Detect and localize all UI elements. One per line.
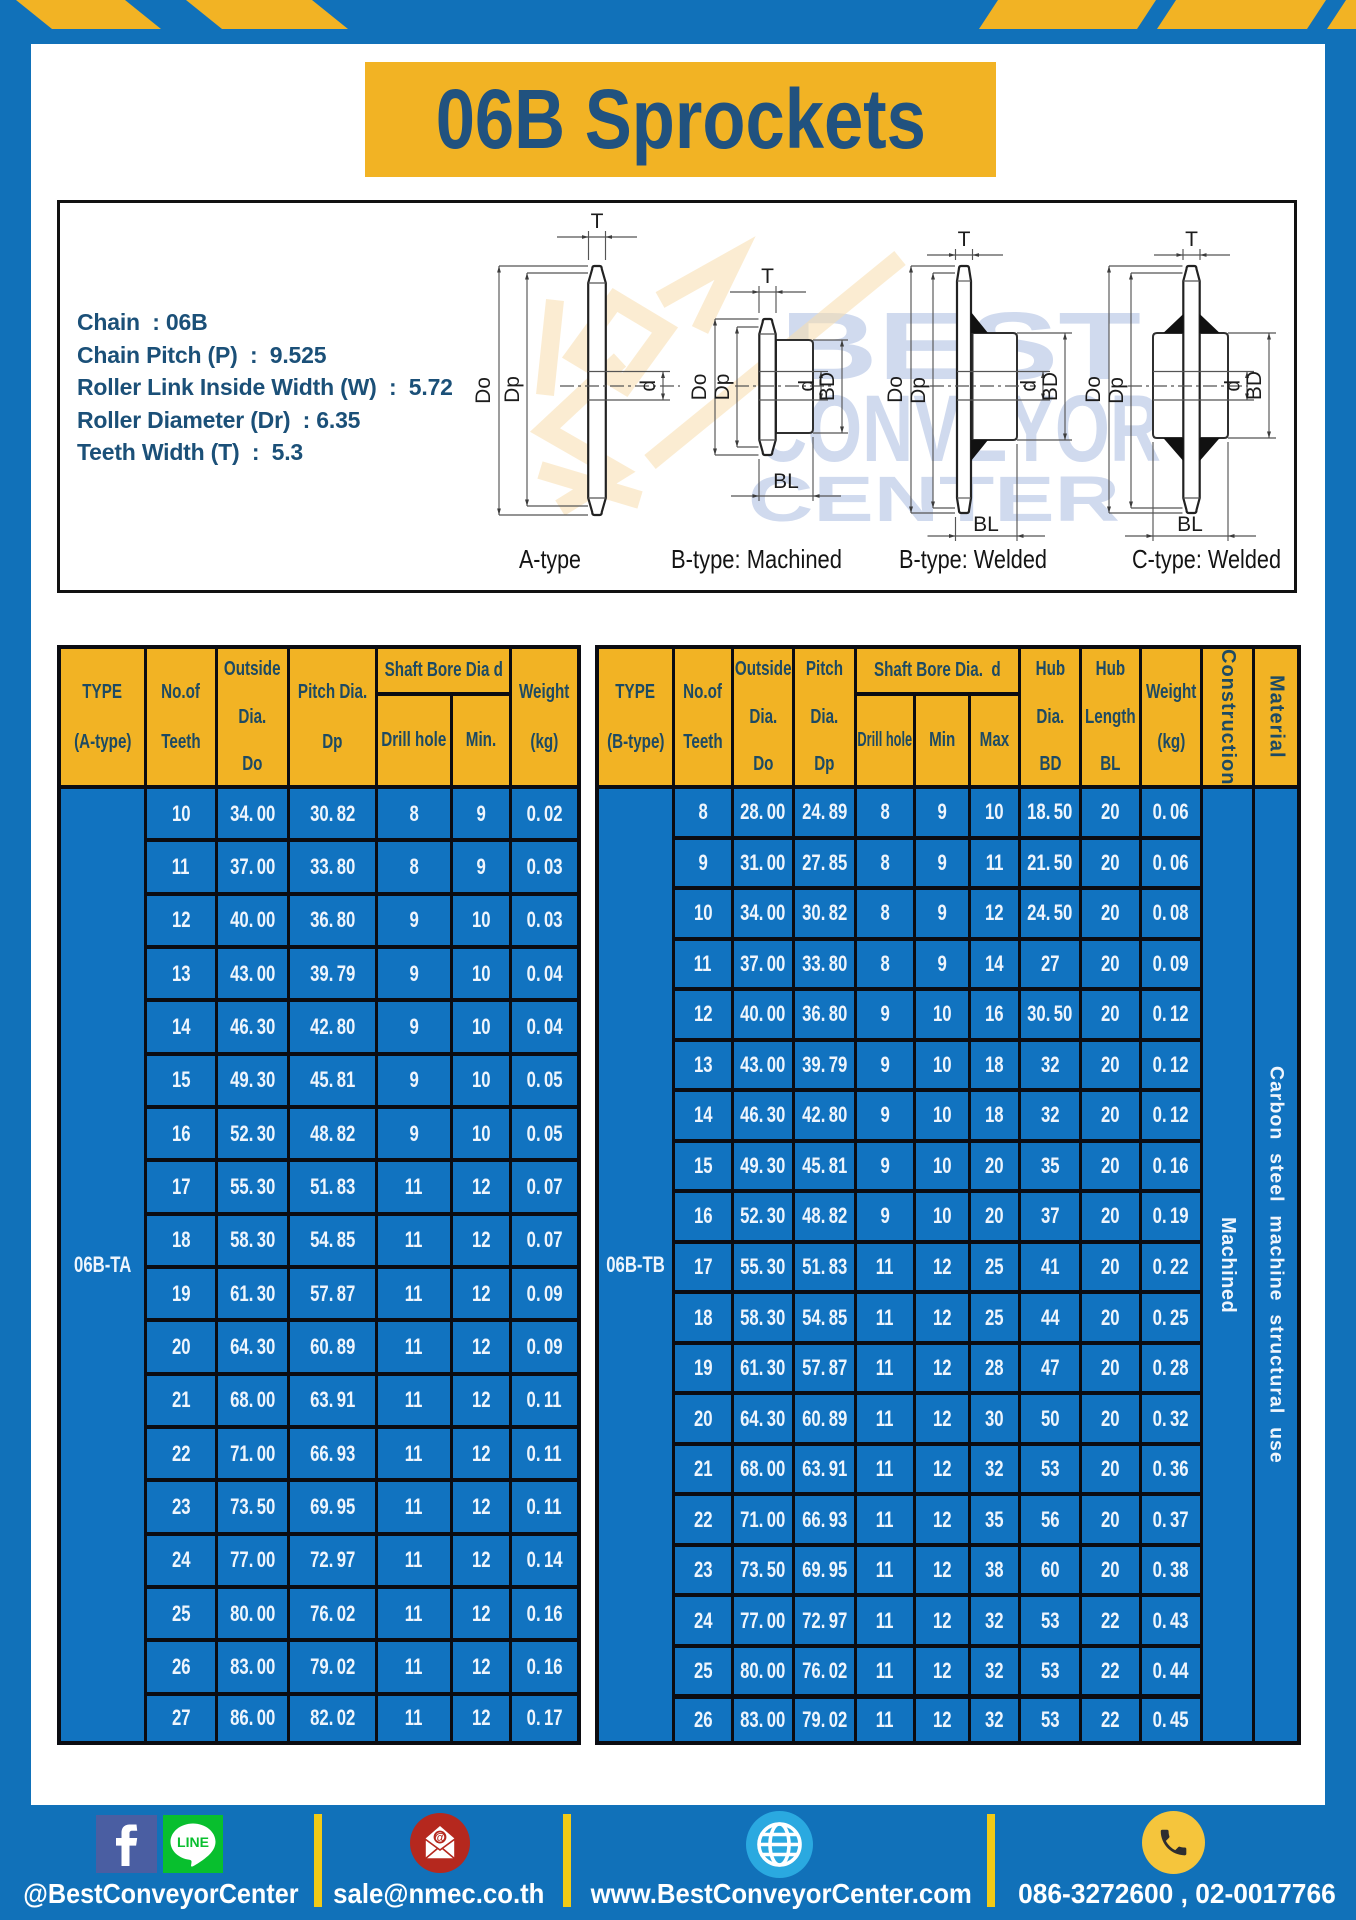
- svg-text:@: @: [434, 1831, 446, 1845]
- svg-text:C-type: Welded: C-type: Welded: [1132, 544, 1281, 574]
- svg-text:Dp: Dp: [711, 374, 734, 401]
- svg-text:T: T: [591, 210, 604, 233]
- svg-text:T: T: [958, 228, 971, 251]
- svg-text:Dp: Dp: [501, 376, 524, 403]
- svg-text:d: d: [1222, 380, 1245, 392]
- svg-text:d: d: [796, 380, 819, 392]
- svg-text:d: d: [637, 380, 660, 392]
- svg-text:BL: BL: [773, 470, 799, 493]
- svg-text:T: T: [761, 265, 774, 288]
- svg-text:d: d: [1018, 380, 1041, 392]
- svg-text:Dp: Dp: [1105, 377, 1128, 404]
- svg-text:BL: BL: [973, 513, 999, 536]
- svg-text:BL: BL: [1177, 513, 1203, 536]
- svg-text:BD: BD: [1243, 371, 1266, 400]
- svg-text:BD: BD: [816, 372, 839, 401]
- svg-text:Do: Do: [884, 376, 907, 403]
- svg-text:Do: Do: [1082, 376, 1105, 403]
- svg-text:CENTER: CENTER: [748, 463, 1120, 535]
- svg-text:B-type: Welded: B-type: Welded: [899, 544, 1047, 574]
- svg-text:BD: BD: [1039, 372, 1062, 401]
- svg-text:Do: Do: [688, 374, 711, 401]
- svg-text:B-type: Machined: B-type: Machined: [671, 544, 842, 574]
- svg-text:T: T: [1185, 228, 1198, 251]
- svg-text:LINE: LINE: [177, 1834, 209, 1850]
- svg-text:Do: Do: [472, 377, 495, 404]
- svg-text:Dp: Dp: [907, 377, 930, 404]
- svg-text:A-type: A-type: [519, 544, 581, 574]
